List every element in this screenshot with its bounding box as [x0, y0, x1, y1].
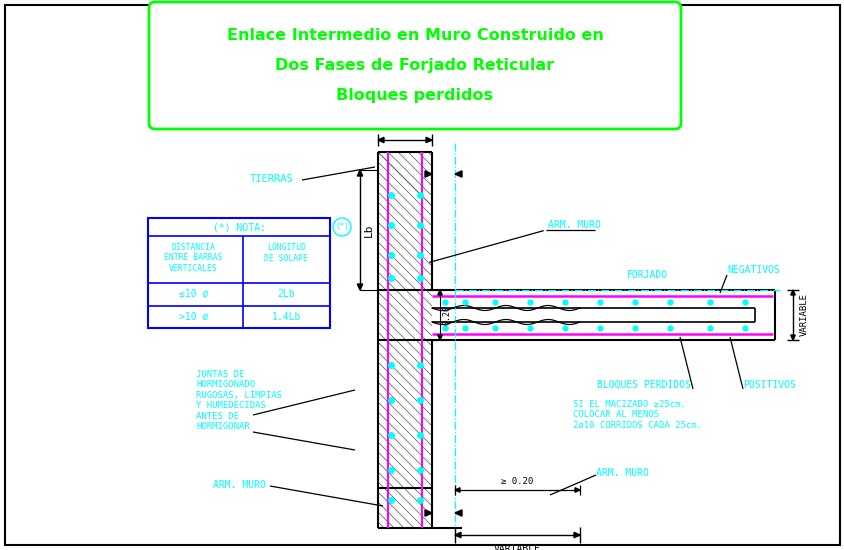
Text: Lb: Lb — [364, 223, 374, 236]
Text: ARM. MURO: ARM. MURO — [548, 220, 600, 230]
Polygon shape — [790, 290, 794, 295]
Text: 0.20: 0.20 — [442, 305, 452, 325]
Polygon shape — [437, 290, 441, 295]
Text: ARM. MURO: ARM. MURO — [595, 468, 648, 478]
FancyBboxPatch shape — [149, 2, 680, 129]
Polygon shape — [454, 510, 462, 516]
Text: NEGATIVOS: NEGATIVOS — [726, 265, 779, 275]
Polygon shape — [357, 284, 362, 290]
Text: 1.4Lb: 1.4Lb — [271, 312, 300, 322]
Text: VARIABLE: VARIABLE — [799, 294, 808, 337]
Text: BLOQUES PERDIDOS: BLOQUES PERDIDOS — [597, 380, 690, 390]
Text: POSITIVOS: POSITIVOS — [742, 380, 795, 390]
Text: 2Lb: 2Lb — [277, 289, 295, 299]
Text: VARIABLE: VARIABLE — [494, 544, 540, 550]
Text: ≤10 ø: ≤10 ø — [179, 289, 208, 299]
Polygon shape — [377, 138, 383, 142]
Text: >10 ø: >10 ø — [179, 312, 208, 322]
Polygon shape — [425, 510, 431, 516]
Polygon shape — [425, 171, 431, 177]
Polygon shape — [425, 138, 431, 142]
Polygon shape — [790, 335, 794, 340]
Text: (*): (*) — [335, 223, 349, 232]
Bar — [148, 218, 330, 328]
Polygon shape — [437, 335, 441, 340]
Polygon shape — [454, 488, 459, 492]
Text: SI EL MACIZADO ≥25cm.
COLOCAR AL MENOS
2ø10 CORRIDOS CADA 25cm.: SI EL MACIZADO ≥25cm. COLOCAR AL MENOS 2… — [572, 400, 701, 430]
Polygon shape — [454, 171, 462, 177]
Text: ≥ 0.20: ≥ 0.20 — [500, 477, 533, 486]
Text: JUNTAS DE
HORMIGONADO
RUGOSAS, LIMPIAS
Y HUMEDECIDAS
ANTES DE
HORMIGONAR: JUNTAS DE HORMIGONADO RUGOSAS, LIMPIAS Y… — [196, 370, 282, 431]
Text: (*) NOTA:: (*) NOTA: — [213, 222, 265, 232]
Text: FORJADO: FORJADO — [626, 270, 668, 280]
Text: LONGITUD
DE SOLAPE: LONGITUD DE SOLAPE — [264, 243, 308, 263]
Text: Enlace Intermedio en Muro Construido en: Enlace Intermedio en Muro Construido en — [226, 28, 603, 43]
Polygon shape — [454, 532, 461, 538]
Text: TIERRAS: TIERRAS — [250, 174, 294, 184]
Polygon shape — [573, 532, 579, 538]
Text: Bloques perdidos: Bloques perdidos — [336, 88, 493, 103]
Polygon shape — [574, 488, 579, 492]
Text: Dos Fases de Forjado Reticular: Dos Fases de Forjado Reticular — [275, 58, 554, 73]
Polygon shape — [357, 170, 362, 176]
Text: DISTANCIA
ENTRE BARRAS
VERTICALES: DISTANCIA ENTRE BARRAS VERTICALES — [164, 243, 223, 273]
Text: ARM. MURO: ARM. MURO — [213, 480, 266, 490]
